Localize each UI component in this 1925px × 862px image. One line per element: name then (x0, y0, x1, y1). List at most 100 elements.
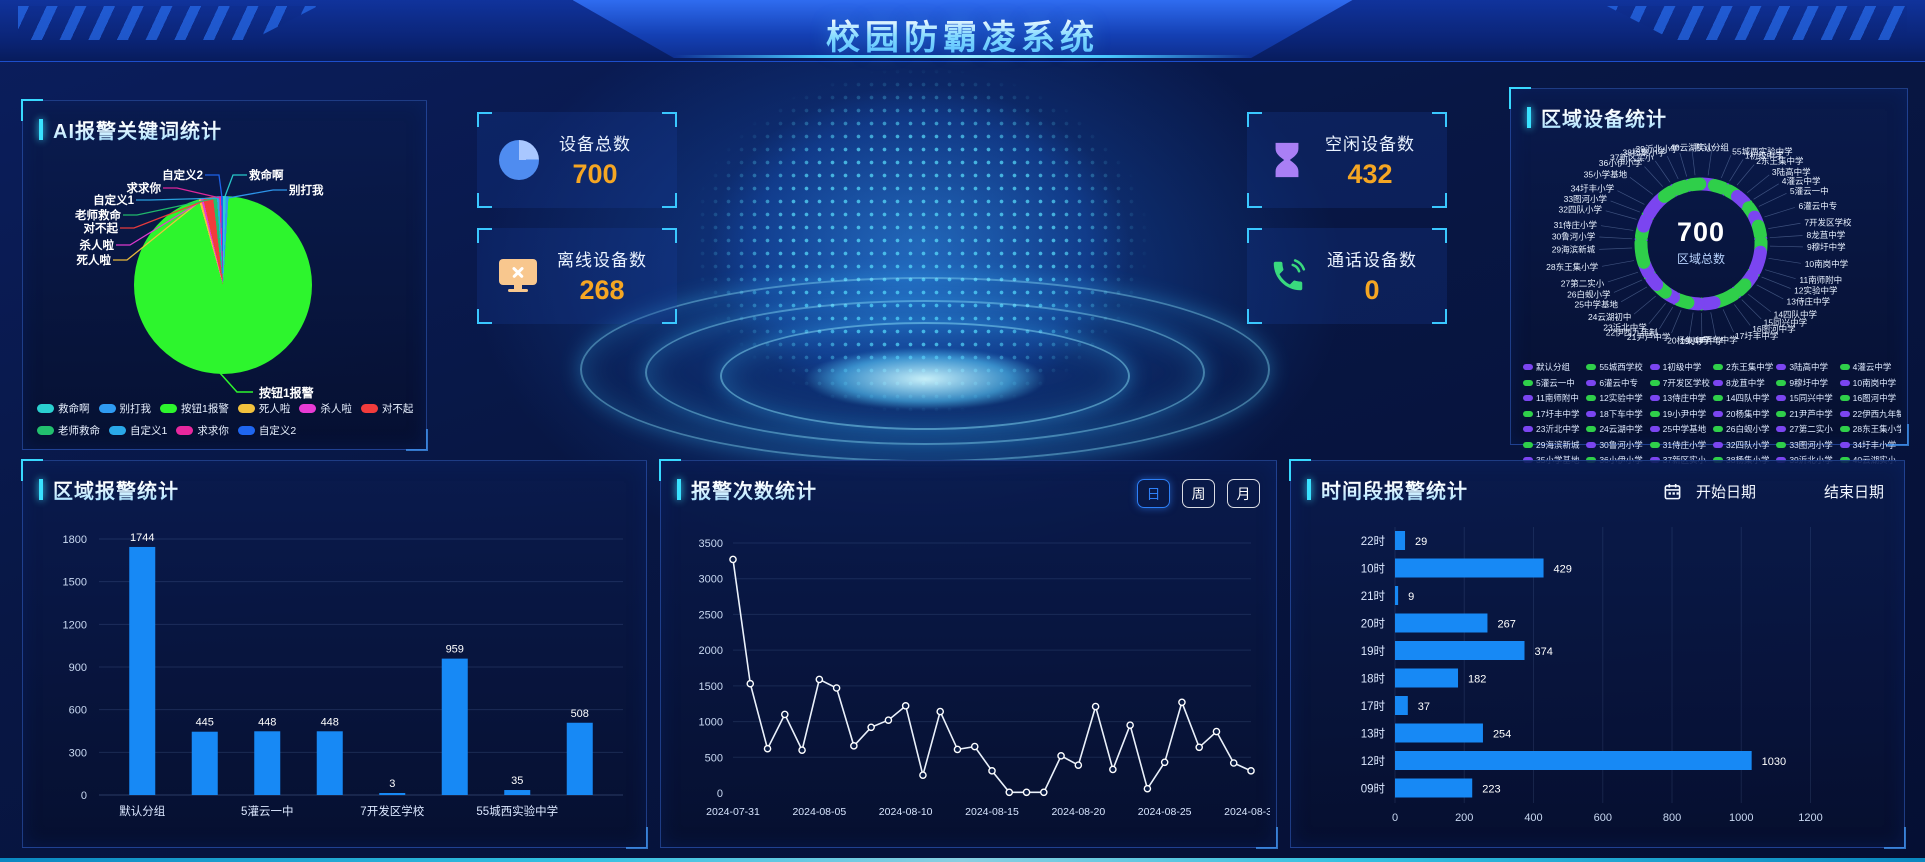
svg-text:374: 374 (1535, 646, 1553, 658)
globe-dotted-sphere (670, 52, 1170, 430)
header: 校园防霸凌系统 (0, 0, 1925, 62)
legend-swatch (160, 404, 177, 413)
time-alarm-hbar-chart: 0 200 400 600 800 1000 1200 22时 29 10时 429 21时 9 20时 2… (1361, 527, 1823, 824)
donut-legend-item[interactable]: 11南师附中 (1523, 392, 1584, 404)
pie-legend-item[interactable]: 求求你 (176, 423, 229, 438)
panel-keyword-stats: AI报警关键词统计 救命啊 别打我 按钮1报警 死人啦 杀人啦 对不起 老师救命 自定义1 求求… (21, 99, 428, 451)
donut-legend-item[interactable]: 33图河小学 (1776, 439, 1837, 451)
donut-legend-item[interactable]: 19小尹中学 (1649, 408, 1711, 420)
svg-text:35: 35 (511, 775, 523, 787)
pie-legend-item[interactable]: 杀人啦 (299, 401, 352, 416)
legend-label: 28东王集小学 (1852, 424, 1901, 434)
end-date-picker[interactable]: 结束日期 (1823, 484, 1884, 501)
pie-legend-item[interactable]: 救命啊 (37, 401, 90, 416)
donut-legend-item[interactable]: 18下车中学 (1586, 408, 1647, 420)
donut-legend-item[interactable]: 1初级中学 (1649, 361, 1711, 373)
donut-legend-item[interactable]: 14四队中学 (1712, 392, 1774, 404)
donut-legend-item[interactable]: 3陆高中学 (1776, 361, 1837, 373)
svg-text:5灌云一中: 5灌云一中 (241, 805, 293, 818)
legend-label: 31侍庄小学 (1662, 439, 1707, 450)
pie-legend-item[interactable]: 老师救命 (37, 423, 100, 438)
donut-legend-item[interactable]: 34圩丰小学 (1839, 439, 1901, 451)
svg-text:600: 600 (1594, 812, 1612, 824)
svg-text:22时: 22时 (1361, 535, 1386, 548)
donut-callout-label: 19小尹中学 (1680, 336, 1724, 346)
donut-legend-item[interactable]: 6灌云中专 (1586, 377, 1647, 389)
donut-legend-item[interactable]: 10南岗中学 (1839, 377, 1901, 389)
platform-ring-middle (645, 300, 1205, 445)
legend-label: 14四队中学 (1725, 393, 1770, 403)
donut-legend-item[interactable]: 17圩丰中学 (1523, 408, 1584, 420)
donut-legend-item[interactable]: 16图河中学 (1839, 392, 1901, 404)
svg-text:959: 959 (446, 644, 464, 656)
donut-callout-label: 38杨集小学 (1623, 147, 1667, 157)
legend-label: 求求你 (197, 425, 229, 437)
donut-legend-item[interactable]: 9穆圩中学 (1776, 377, 1837, 389)
legend-label: 33图河小学 (1789, 439, 1833, 450)
legend-swatch (1776, 364, 1787, 370)
pie-callout-label: 自定义1 (93, 193, 134, 207)
donut-legend-item[interactable]: 24云湖中学 (1586, 423, 1647, 435)
range-button-month[interactable]: 月 (1227, 479, 1260, 508)
legend-label: 死人啦 (258, 403, 291, 415)
panel-region-alarms-title: 区域报警统计 (39, 475, 179, 504)
pie-callout-label: 老师救命 (74, 208, 121, 222)
donut-callout-label: 28东王集小学 (1546, 262, 1598, 272)
donut-callout-label: 23沂北中学 (1603, 322, 1647, 332)
donut-callout-label: 9穆圩中学 (1807, 242, 1846, 252)
stat-card-pie-chart: 设备总数 700 (477, 112, 677, 208)
pie-legend-item[interactable]: 死人啦 (237, 401, 291, 416)
svg-text:9: 9 (1408, 591, 1414, 603)
legend-swatch (1523, 426, 1533, 432)
range-button-day[interactable]: 日 (1137, 479, 1170, 508)
donut-legend-item[interactable]: 4灌云中学 (1839, 361, 1901, 373)
donut-legend-item[interactable]: 20杨集中学 (1712, 408, 1774, 420)
pie-legend-item[interactable]: 自定义1 (109, 423, 167, 438)
donut-legend-item[interactable]: 26白蚬小学 (1712, 423, 1774, 435)
legend-swatch (1839, 441, 1850, 448)
donut-legend-item[interactable]: 30鲁河小学 (1586, 439, 1647, 451)
phone-icon (1273, 259, 1306, 291)
donut-callout-label: 37新区实小 (1610, 152, 1654, 162)
donut-legend-item[interactable]: 22伊西九年制 (1839, 408, 1901, 420)
svg-text:2000: 2000 (699, 645, 723, 657)
donut-legend-item[interactable]: 2东王集中学 (1712, 361, 1774, 373)
donut-legend-item[interactable]: 28东王集小学 (1839, 423, 1901, 435)
stat-label: 离线设备数 (557, 251, 647, 270)
pie-legend-item[interactable]: 对不起 (360, 401, 413, 416)
donut-legend-item[interactable]: 32四队小学 (1712, 439, 1774, 451)
svg-text:21时: 21时 (1361, 590, 1386, 603)
region-alarm-bar-chart: 0 300 600 900 1200 1500 1800 1744 默认分组 445 448 5灌云一… (63, 532, 623, 818)
svg-text:1200: 1200 (63, 619, 87, 631)
donut-legend-item[interactable]: 15同兴中学 (1776, 392, 1837, 404)
donut-legend-item[interactable]: 55城西学校 (1586, 361, 1647, 373)
donut-legend-item[interactable]: 31侍庄小学 (1649, 439, 1711, 451)
donut-callout-label: 20杨集中学 (1667, 335, 1711, 345)
panel-alarm-counts-title: 报警次数统计 (677, 475, 817, 504)
donut-legend-item[interactable]: 29海滨新城 (1523, 439, 1584, 451)
donut-legend-item[interactable]: 5灌云一中 (1523, 377, 1584, 389)
legend-label: 2东王集中学 (1725, 362, 1774, 372)
donut-legend-item[interactable]: 8龙苴中学 (1712, 377, 1774, 389)
pie-legend-item[interactable]: 自定义2 (237, 423, 296, 438)
calendar-icon[interactable] (1663, 482, 1682, 501)
keyword-pie-chart (134, 196, 312, 374)
donut-callout-label: 默认分组 (1695, 143, 1730, 153)
donut-legend-item[interactable]: 25中学基地 (1649, 423, 1711, 435)
start-date-picker[interactable]: 开始日期 (1695, 484, 1756, 501)
donut-callout-label: 24云湖初中 (1588, 312, 1631, 322)
svg-text:17时: 17时 (1361, 700, 1386, 713)
donut-legend-item[interactable]: 默认分组 (1523, 361, 1584, 373)
pie-legend-item[interactable]: 别打我 (98, 401, 151, 416)
donut-legend-item[interactable]: 13侍庄中学 (1649, 392, 1711, 404)
donut-legend-item[interactable]: 23沂北中学 (1523, 423, 1584, 435)
donut-legend-item[interactable]: 7开发区学校 (1649, 377, 1711, 389)
pie-legend-item[interactable]: 按钮1报警 (160, 401, 229, 416)
svg-text:448: 448 (258, 716, 276, 728)
range-button-week[interactable]: 周 (1182, 479, 1215, 508)
legend-swatch (1586, 379, 1597, 386)
donut-legend-item[interactable]: 21尹芦中学 (1776, 408, 1837, 420)
svg-text:267: 267 (1497, 619, 1515, 631)
donut-legend-item[interactable]: 12实验中学 (1586, 392, 1647, 404)
donut-legend-item[interactable]: 27第二实小 (1776, 423, 1837, 435)
